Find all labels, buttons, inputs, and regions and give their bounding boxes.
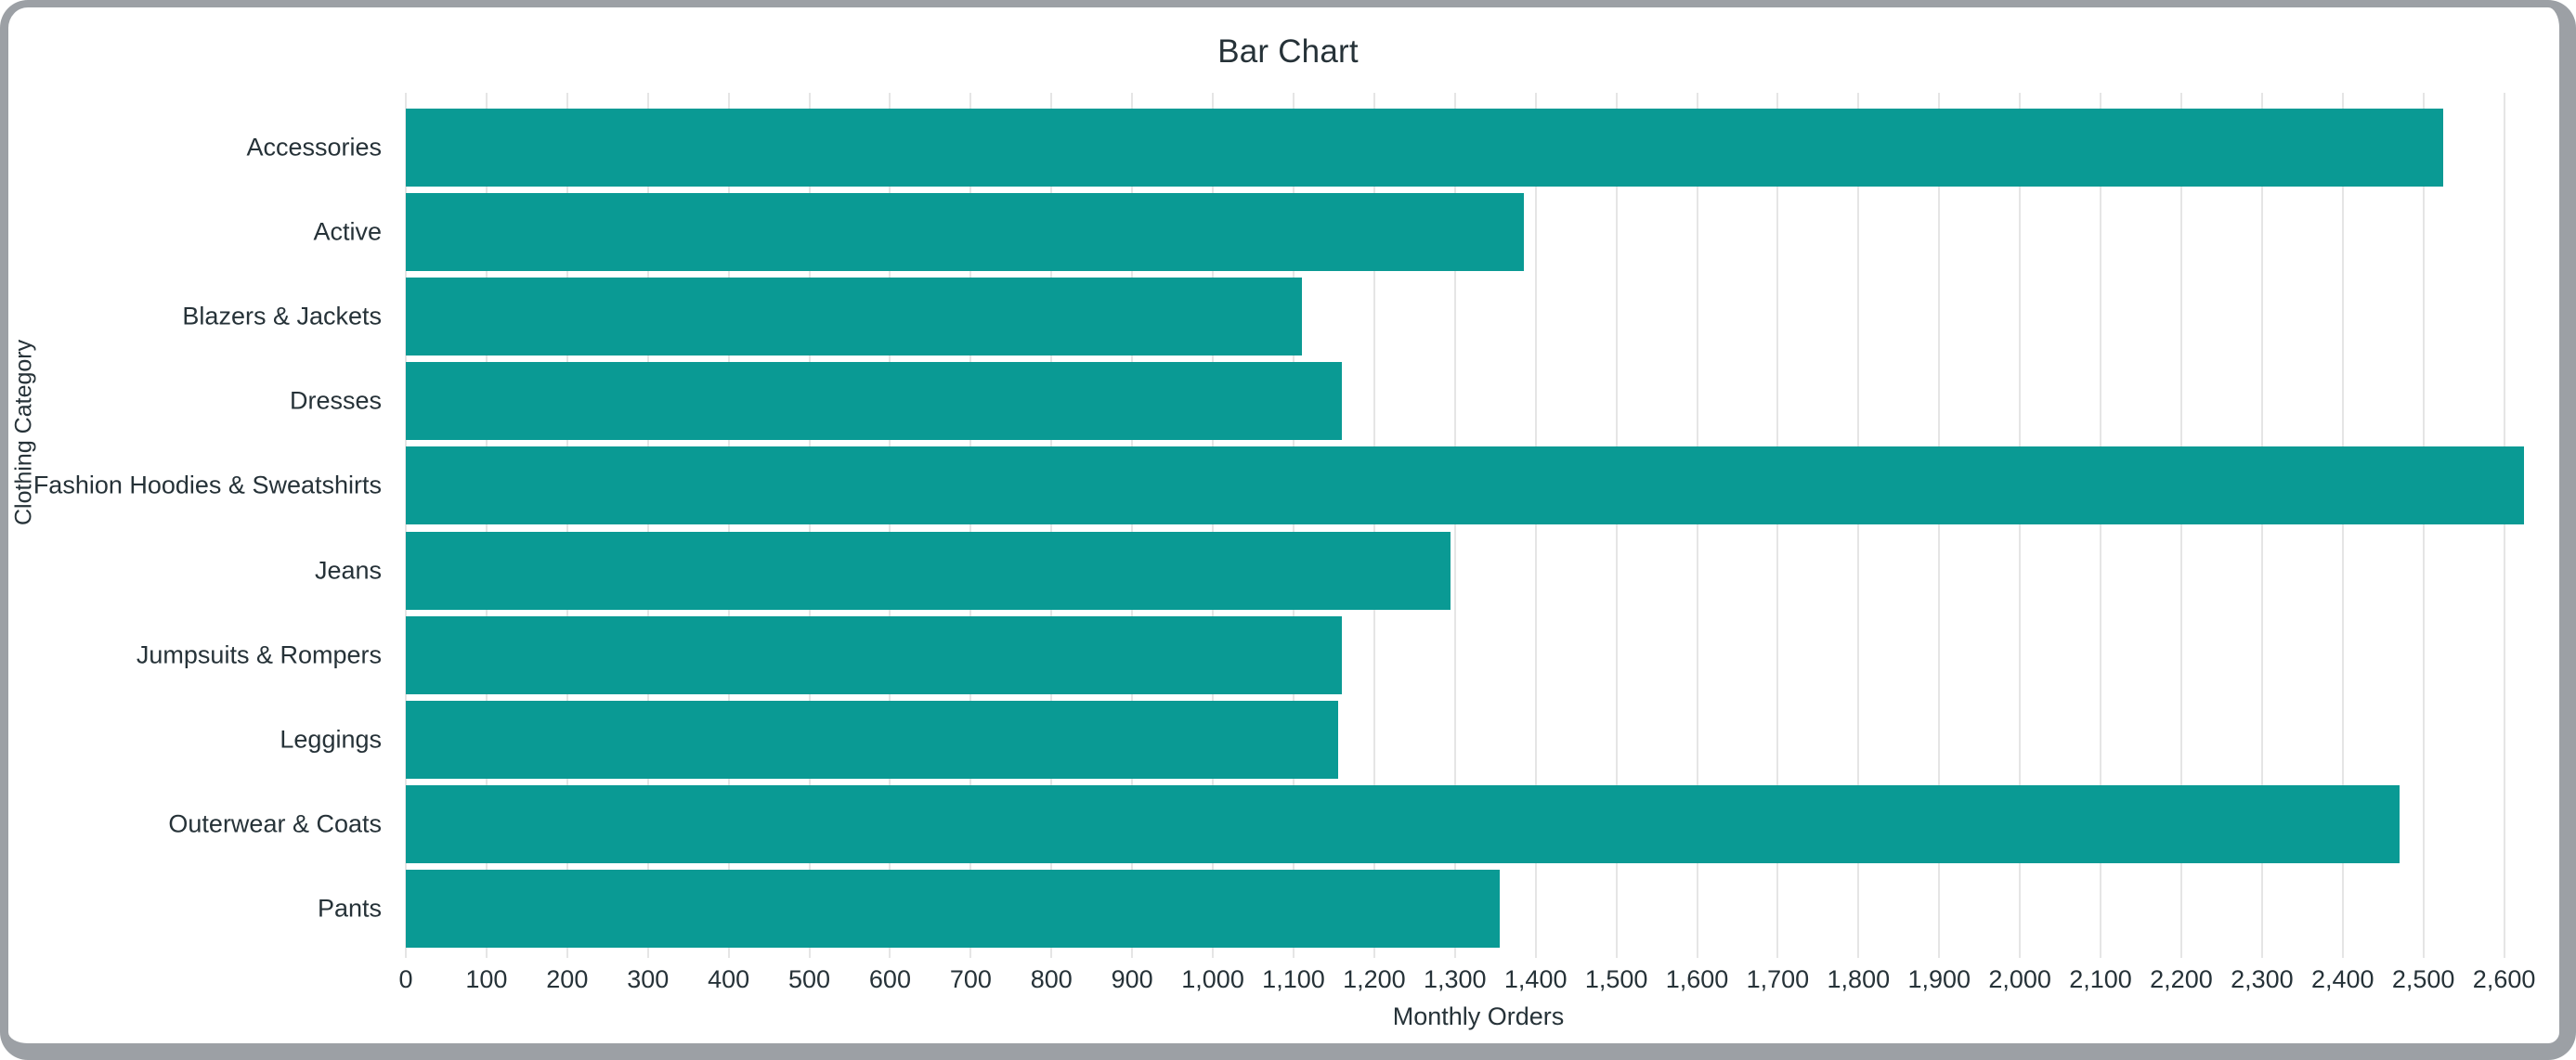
x-tick-label: 1,700 bbox=[1746, 965, 1810, 993]
gridline-x-400 bbox=[727, 93, 730, 958]
x-tick-label: 1,100 bbox=[1262, 965, 1325, 993]
gridline-x-1500 bbox=[1615, 93, 1618, 958]
category-label: Pants bbox=[317, 894, 382, 923]
bar-leggings bbox=[406, 700, 1338, 779]
gridline-x-1200 bbox=[1373, 93, 1375, 958]
x-tick-label: 400 bbox=[708, 965, 750, 993]
category-label: Blazers & Jackets bbox=[182, 302, 382, 330]
gridline-x-1600 bbox=[1696, 93, 1698, 958]
gridline-x-1300 bbox=[1453, 93, 1456, 958]
gridline-x-300 bbox=[646, 93, 649, 958]
gridline-x-900 bbox=[1131, 93, 1134, 958]
bar-pants bbox=[406, 869, 1500, 948]
bar-blazers-jackets bbox=[406, 278, 1302, 356]
plot-area bbox=[405, 93, 2551, 958]
x-tick-label: 600 bbox=[868, 965, 911, 993]
category-label: Outerwear & Coats bbox=[168, 809, 382, 838]
category-label: Accessories bbox=[246, 133, 382, 162]
gridline-x-2300 bbox=[2260, 93, 2263, 958]
gridline-x-700 bbox=[969, 93, 972, 958]
gridline-x-1800 bbox=[1857, 93, 1860, 958]
x-tick-label: 1,900 bbox=[1907, 965, 1971, 993]
gridline-x-1400 bbox=[1534, 93, 1537, 958]
gridline-x-2400 bbox=[2341, 93, 2344, 958]
gridline-x-100 bbox=[485, 93, 488, 958]
x-axis-title: Monthly Orders bbox=[1392, 1002, 1565, 1030]
gridline-x-1100 bbox=[1292, 93, 1295, 958]
gridline-x-2200 bbox=[2179, 93, 2182, 958]
x-tick-label: 500 bbox=[788, 965, 831, 993]
gridline-x-2000 bbox=[2019, 93, 2022, 958]
x-tick-label: 2,200 bbox=[2150, 965, 2213, 993]
x-tick-label: 1,300 bbox=[1424, 965, 1487, 993]
gridline-x-1900 bbox=[1938, 93, 1941, 958]
category-label: Dresses bbox=[289, 386, 382, 415]
gridline-x-1700 bbox=[1776, 93, 1779, 958]
x-tick-label: 100 bbox=[465, 965, 508, 993]
category-label: Jumpsuits & Rompers bbox=[136, 640, 382, 669]
category-label: Active bbox=[313, 217, 382, 246]
bar-outerwear-coats bbox=[406, 784, 2400, 863]
gridline-x-2100 bbox=[2100, 93, 2102, 958]
gridline-x-2500 bbox=[2422, 93, 2425, 958]
gridline-x-2600 bbox=[2503, 93, 2505, 958]
gridline-x-1000 bbox=[1212, 93, 1215, 958]
x-tick-label: 2,100 bbox=[2069, 965, 2132, 993]
gridline-x-800 bbox=[1050, 93, 1053, 958]
x-tick-label: 2,500 bbox=[2391, 965, 2455, 993]
gridline-x-200 bbox=[566, 93, 568, 958]
category-label: Leggings bbox=[280, 725, 382, 754]
category-label: Fashion Hoodies & Sweatshirts bbox=[33, 471, 382, 499]
x-tick-label: 1,200 bbox=[1343, 965, 1406, 993]
category-label: Jeans bbox=[314, 556, 382, 584]
x-tick-label: 1,500 bbox=[1584, 965, 1648, 993]
bar-dresses bbox=[406, 362, 1343, 441]
gridline-x-500 bbox=[808, 93, 811, 958]
bar-fashion-hoodies-sweatshirts bbox=[406, 446, 2525, 525]
bar-active bbox=[406, 193, 1524, 272]
x-tick-label: 1,000 bbox=[1181, 965, 1244, 993]
x-tick-label: 200 bbox=[546, 965, 589, 993]
x-tick-label: 800 bbox=[1030, 965, 1073, 993]
gridline-x-600 bbox=[889, 93, 891, 958]
x-tick-label: 300 bbox=[627, 965, 670, 993]
x-tick-label: 2,000 bbox=[1988, 965, 2051, 993]
x-tick-label: 0 bbox=[398, 965, 413, 993]
x-tick-label: 1,400 bbox=[1503, 965, 1568, 993]
x-tick-label: 900 bbox=[1111, 965, 1153, 993]
x-tick-label: 2,300 bbox=[2231, 965, 2294, 993]
bar-jeans bbox=[406, 531, 1451, 610]
bar-accessories bbox=[406, 109, 2444, 187]
x-tick-label: 2,600 bbox=[2472, 965, 2536, 993]
chart-title: Bar Chart bbox=[1217, 33, 1359, 70]
bar-jumpsuits-rompers bbox=[406, 615, 1343, 694]
x-tick-label: 2,400 bbox=[2310, 965, 2374, 993]
gridline-x-0 bbox=[405, 93, 407, 958]
x-tick-label: 1,600 bbox=[1665, 965, 1729, 993]
x-tick-label: 700 bbox=[949, 965, 992, 993]
x-tick-label: 1,800 bbox=[1827, 965, 1891, 993]
